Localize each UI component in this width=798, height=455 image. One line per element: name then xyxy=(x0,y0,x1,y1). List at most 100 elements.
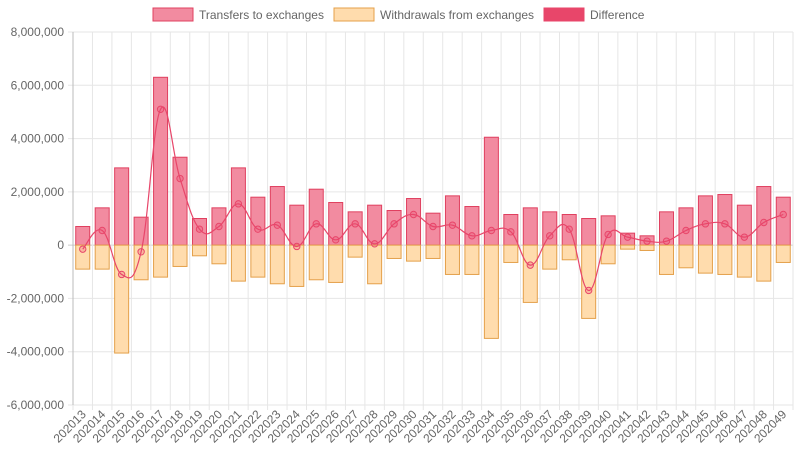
bar-withdrawals xyxy=(503,244,519,263)
difference-point xyxy=(254,225,262,233)
bar-withdrawals xyxy=(425,244,441,259)
difference-point xyxy=(682,226,690,235)
bar-transfers xyxy=(775,196,791,246)
difference-point xyxy=(98,226,106,235)
bar-transfers xyxy=(386,210,402,246)
bar-transfers xyxy=(444,195,460,246)
grid-lines xyxy=(68,31,794,410)
bar-transfers xyxy=(367,204,383,246)
difference-point xyxy=(546,232,554,240)
bar-withdrawals xyxy=(542,244,558,270)
legend-label-transfers: Transfers to exchanges xyxy=(199,8,324,22)
bar-series xyxy=(75,76,791,354)
bar-withdrawals xyxy=(464,244,480,275)
difference-line-series xyxy=(79,105,787,295)
bar-transfers xyxy=(542,211,558,246)
bar-withdrawals xyxy=(522,244,538,303)
bar-withdrawals xyxy=(639,244,655,251)
bar-withdrawals xyxy=(308,244,324,281)
difference-point xyxy=(137,248,145,256)
difference-point xyxy=(156,105,165,113)
y-tick-label: 4,000,000 xyxy=(11,132,65,146)
difference-point xyxy=(760,218,768,227)
y-tick-label: -4,000,000 xyxy=(7,345,65,359)
bar-withdrawals xyxy=(191,244,207,257)
bar-withdrawals xyxy=(133,244,149,281)
difference-point xyxy=(779,210,787,219)
bar-transfers xyxy=(522,207,538,246)
difference-point xyxy=(117,270,126,279)
bar-withdrawals xyxy=(756,244,772,282)
bar-transfers xyxy=(269,186,285,246)
difference-point xyxy=(273,221,282,229)
legend-item-withdrawals[interactable]: Withdrawals from exchanges xyxy=(333,7,534,22)
legend-item-transfers[interactable]: Transfers to exchanges xyxy=(152,7,324,22)
bar-transfers xyxy=(347,211,363,246)
bar-transfers xyxy=(717,194,733,246)
bar-withdrawals xyxy=(172,244,188,267)
legend-label-withdrawals: Withdrawals from exchanges xyxy=(380,8,534,22)
bar-withdrawals xyxy=(775,244,791,263)
y-tick-label: 6,000,000 xyxy=(11,78,65,92)
bar-transfers xyxy=(114,167,130,246)
bar-withdrawals xyxy=(697,244,713,274)
difference-point xyxy=(370,240,379,248)
bar-withdrawals xyxy=(153,244,169,278)
bar-withdrawals xyxy=(347,244,363,258)
difference-point xyxy=(79,245,87,253)
bar-withdrawals xyxy=(620,244,636,250)
bar-withdrawals xyxy=(114,244,130,354)
bar-transfers xyxy=(250,196,266,246)
bar-withdrawals xyxy=(736,244,752,278)
difference-point xyxy=(293,242,301,251)
bar-withdrawals xyxy=(581,244,597,319)
legend-swatch-transfers xyxy=(152,7,194,22)
legend-swatch-difference xyxy=(543,7,585,22)
bar-transfers xyxy=(581,218,597,246)
bar-withdrawals xyxy=(717,244,733,275)
bar-withdrawals xyxy=(328,244,344,283)
legend: Transfers to exchanges Withdrawals from … xyxy=(152,7,645,22)
bar-withdrawals xyxy=(561,244,577,261)
bar-withdrawals xyxy=(386,244,402,259)
y-tick-label: -6,000,000 xyxy=(7,398,65,412)
bar-transfers xyxy=(756,186,772,246)
difference-point xyxy=(604,230,612,239)
legend-item-difference[interactable]: Difference xyxy=(543,7,645,22)
difference-point xyxy=(643,237,651,245)
difference-point xyxy=(507,228,515,236)
bar-withdrawals xyxy=(367,244,383,285)
difference-point xyxy=(565,225,573,233)
difference-point xyxy=(701,220,710,228)
x-axis: 2020132020142020152020162020172020182020… xyxy=(51,407,790,445)
bar-withdrawals xyxy=(678,244,694,269)
difference-point xyxy=(740,233,749,241)
y-tick-label: 0 xyxy=(57,238,64,252)
y-tick-label: 2,000,000 xyxy=(11,185,65,199)
bar-transfers xyxy=(153,76,169,246)
difference-point xyxy=(312,220,320,228)
y-tick-label: 8,000,000 xyxy=(11,25,65,39)
bar-withdrawals xyxy=(269,244,285,285)
difference-point xyxy=(584,286,593,295)
y-axis: 8,000,000 6,000,000 4,000,000 2,000,000 0 -2,… xyxy=(7,25,65,412)
bar-transfers xyxy=(172,156,188,246)
bar-withdrawals xyxy=(483,244,499,339)
bar-transfers xyxy=(406,198,422,246)
bar-withdrawals xyxy=(289,244,305,287)
difference-point xyxy=(234,200,243,208)
bar-withdrawals xyxy=(75,244,91,270)
difference-point xyxy=(351,220,359,228)
difference-point xyxy=(448,221,457,229)
bar-withdrawals xyxy=(230,244,246,282)
legend-swatch-withdrawals xyxy=(333,7,375,22)
bar-withdrawals xyxy=(444,244,460,275)
bar-transfers xyxy=(308,188,324,246)
difference-point xyxy=(721,220,729,228)
difference-point xyxy=(390,220,398,228)
bar-withdrawals xyxy=(406,244,422,262)
bar-withdrawals xyxy=(211,244,227,265)
difference-point xyxy=(526,261,534,269)
